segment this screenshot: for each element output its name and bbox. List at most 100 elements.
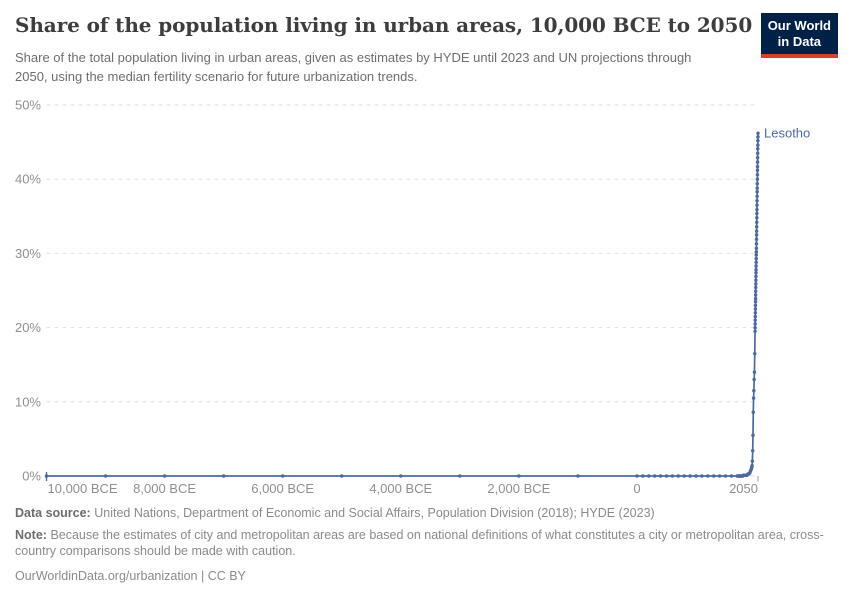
data-source-line: Data source: United Nations, Department …: [15, 505, 847, 521]
data-point[interactable]: [754, 237, 759, 242]
data-point[interactable]: [753, 351, 757, 356]
data-point[interactable]: [754, 285, 758, 290]
data-point[interactable]: [753, 325, 757, 330]
data-point[interactable]: [641, 474, 645, 478]
data-point[interactable]: [658, 474, 663, 478]
data-point[interactable]: [755, 216, 759, 220]
data-point[interactable]: [754, 229, 759, 233]
data-point[interactable]: [723, 474, 728, 478]
data-point[interactable]: [750, 459, 755, 463]
data-point[interactable]: [755, 164, 760, 169]
data-point[interactable]: [756, 143, 760, 147]
data-point[interactable]: [750, 463, 754, 468]
data-source-text: United Nations, Department of Economic a…: [94, 506, 655, 520]
data-point[interactable]: [751, 410, 756, 414]
series-lesotho[interactable]: Lesotho: [44, 126, 811, 478]
data-point[interactable]: [752, 377, 756, 382]
data-point[interactable]: [754, 267, 758, 272]
data-point[interactable]: [754, 264, 758, 268]
data-point[interactable]: [755, 173, 760, 177]
chart-footer: Data source: United Nations, Department …: [15, 505, 847, 584]
data-point[interactable]: [682, 474, 686, 478]
x-axis-label: 10,000 BCE: [48, 481, 118, 496]
data-point[interactable]: [458, 474, 462, 478]
data-point[interactable]: [729, 474, 734, 478]
data-point[interactable]: [754, 282, 758, 286]
owid-logo-line1: Our World: [767, 18, 831, 33]
data-point[interactable]: [755, 186, 759, 190]
data-point[interactable]: [635, 474, 639, 478]
data-point[interactable]: [706, 474, 710, 478]
data-point[interactable]: [221, 474, 226, 478]
data-point[interactable]: [755, 151, 760, 155]
data-point[interactable]: [711, 474, 716, 478]
data-point[interactable]: [576, 474, 580, 478]
data-point[interactable]: [752, 370, 757, 374]
data-point[interactable]: [755, 168, 760, 173]
data-point[interactable]: [753, 318, 757, 322]
data-point[interactable]: [754, 233, 759, 237]
data-point[interactable]: [753, 311, 758, 315]
data-point[interactable]: [754, 224, 759, 229]
data-point[interactable]: [670, 474, 675, 478]
data-point[interactable]: [754, 250, 759, 254]
data-point[interactable]: [750, 449, 755, 453]
data-point[interactable]: [753, 314, 758, 319]
data-point[interactable]: [756, 135, 760, 139]
data-point[interactable]: [756, 147, 760, 151]
data-point[interactable]: [754, 242, 759, 246]
page-title: Share of the population living in urban …: [15, 13, 753, 37]
data-point[interactable]: [103, 474, 108, 478]
data-point[interactable]: [754, 278, 758, 282]
data-point[interactable]: [755, 181, 760, 186]
data-point[interactable]: [753, 289, 758, 293]
data-point[interactable]: [753, 322, 757, 326]
data-point[interactable]: [753, 293, 758, 297]
data-point[interactable]: [754, 274, 758, 279]
data-point[interactable]: [751, 433, 755, 437]
data-point[interactable]: [755, 203, 759, 207]
data-point[interactable]: [754, 270, 758, 275]
data-point[interactable]: [753, 307, 758, 311]
data-point[interactable]: [754, 260, 758, 265]
data-point[interactable]: [755, 177, 760, 181]
data-point[interactable]: [755, 160, 760, 164]
data-point[interactable]: [753, 296, 758, 301]
series-line[interactable]: [46, 133, 759, 477]
data-point[interactable]: [751, 396, 756, 400]
data-point[interactable]: [162, 474, 167, 478]
data-point[interactable]: [754, 246, 759, 250]
data-point[interactable]: [647, 474, 651, 478]
data-point[interactable]: [754, 253, 759, 257]
data-point[interactable]: [755, 220, 759, 224]
data-point[interactable]: [717, 474, 722, 478]
data-point[interactable]: [756, 131, 760, 135]
data-point[interactable]: [754, 256, 758, 261]
chart-plot[interactable]: 0% 10% 20% 30% 40% 50% 10,000 BCE 8,000 BCE 6,00…: [0, 0, 850, 502]
data-point[interactable]: [755, 190, 759, 194]
data-point[interactable]: [752, 388, 756, 393]
data-point[interactable]: [664, 474, 669, 478]
note-text: Because the estimates of city and metrop…: [15, 528, 824, 558]
data-point[interactable]: [756, 138, 760, 143]
data-point[interactable]: [688, 474, 692, 478]
data-point[interactable]: [755, 207, 759, 212]
data-point[interactable]: [753, 299, 758, 304]
data-point[interactable]: [517, 474, 521, 478]
data-point[interactable]: [755, 155, 760, 160]
data-point[interactable]: [339, 474, 344, 478]
data-point[interactable]: [44, 474, 49, 478]
data-point[interactable]: [755, 198, 759, 203]
data-point[interactable]: [694, 474, 698, 478]
data-point[interactable]: [676, 474, 681, 478]
data-point[interactable]: [755, 194, 759, 199]
data-point[interactable]: [652, 474, 657, 478]
data-point[interactable]: [399, 474, 403, 478]
series-label-lesotho[interactable]: Lesotho: [764, 126, 810, 141]
data-point[interactable]: [280, 474, 285, 478]
data-point[interactable]: [700, 474, 704, 478]
data-point[interactable]: [755, 211, 759, 216]
data-point[interactable]: [753, 329, 757, 334]
data-point[interactable]: [753, 303, 758, 308]
y-axis-label: 50%: [15, 98, 41, 113]
